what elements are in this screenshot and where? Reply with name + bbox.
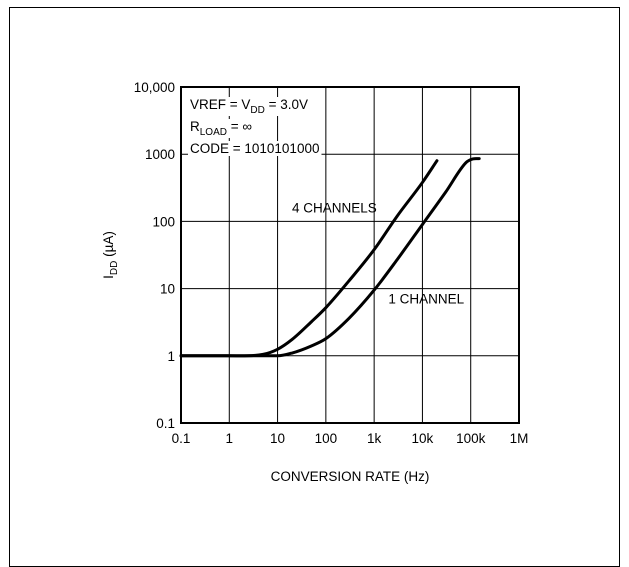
condition-vref: VREF = VDD = 3.0V: [190, 97, 308, 116]
y-axis-label: IDD (µA): [101, 231, 120, 279]
annotation-background: [188, 119, 255, 138]
y-tick-label: 10,000: [134, 80, 175, 95]
axis-ticks: 0.1 1 10 100 1k 10k 100k 1M 0.1 1 10 100 1000 10,000: [134, 80, 529, 446]
y-tick-label: 0.1: [156, 416, 175, 431]
figure-frame: 0.1 1 10 100 1k 10k 100k 1M 0.1 1 10 100 1000 10,000 …: [9, 7, 620, 567]
line-chart: 0.1 1 10 100 1k 10k 100k 1M0.1110100100010,000 …: [101, 80, 529, 484]
x-tick-label: 100: [315, 431, 338, 446]
series-group: [179, 157, 481, 358]
x-tick-label: 0.1: [172, 431, 191, 446]
series-label-2: 1 CHANNEL: [388, 292, 464, 307]
x-tick-label: 1: [226, 431, 234, 446]
y-tick-label: 1000: [145, 147, 175, 162]
series-labels: 4 CHANNELS 1 CHANNEL: [292, 201, 465, 307]
plot-border: [180, 86, 520, 424]
x-tick-label: 100k: [456, 431, 486, 446]
x-tick-label: 1M: [510, 431, 529, 446]
y-tick-label: 100: [152, 214, 175, 229]
annotation-background: [188, 141, 322, 156]
x-tick-label: 10: [270, 431, 285, 446]
annotation-background: [188, 97, 311, 116]
x-tick-label: 1k: [367, 431, 382, 446]
condition-rload: RLOAD = ∞: [190, 119, 252, 138]
x-axis-label: CONVERSION RATE (Hz): [271, 469, 430, 484]
conditions-annotation: VREF = VDD = 3.0V RLOAD = ∞ CODE = 10101…: [188, 97, 322, 156]
y-tick-label: 10: [160, 282, 175, 297]
series-line-2: [179, 157, 481, 358]
series-label-1: 4 CHANNELS: [292, 201, 377, 216]
condition-code: CODE = 1010101000: [190, 141, 319, 156]
y-tick-label: 1: [167, 349, 175, 364]
x-tick-label: 10k: [412, 431, 434, 446]
